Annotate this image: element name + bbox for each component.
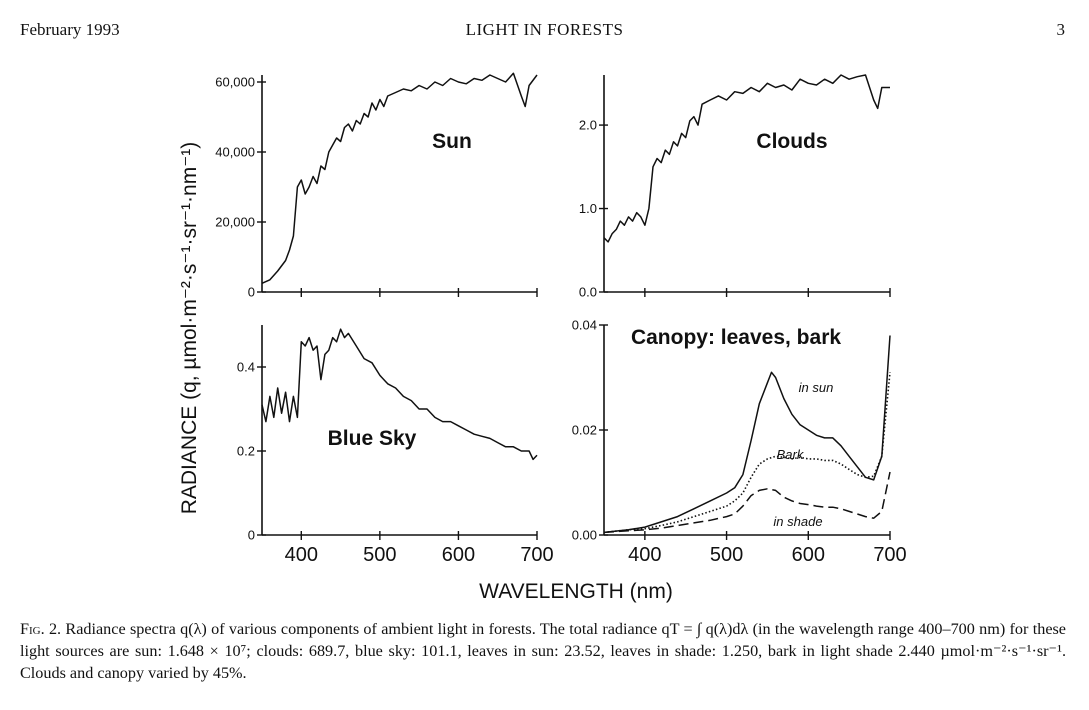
- x-tick-label: 600: [442, 544, 475, 566]
- y-tick-label: 2.0: [579, 118, 597, 133]
- chart-panel-1: 0 20,000 40,000 60,000 Sun: [215, 72, 538, 300]
- panel-title: Sun: [432, 130, 472, 153]
- page-number: 3: [1056, 20, 1066, 39]
- y-tick-label: 60,000: [215, 75, 255, 90]
- panel-title: Canopy: leaves, bark: [631, 326, 841, 349]
- y-tick-label: 0.02: [572, 423, 597, 438]
- figure-2: RADIANCE (q, µmol·m⁻²·s⁻¹·sr⁻¹·nm⁻¹) WAV…: [178, 72, 907, 603]
- y-tick-label: 1.0: [579, 201, 597, 216]
- running-header-date: February 1993: [20, 20, 120, 39]
- y-axis-label: RADIANCE (q, µmol·m⁻²·s⁻¹·sr⁻¹·nm⁻¹): [178, 142, 201, 515]
- chart-panel-3: 0 0.2 0.4 400 500 600 700 Blue Sky: [237, 325, 554, 566]
- y-tick-label: 0: [248, 285, 255, 300]
- y-tick-label: 0: [248, 528, 255, 543]
- x-tick-label: 400: [628, 544, 661, 566]
- series-line-in-sun: [603, 335, 891, 534]
- chart-panel-2: 0.0 1.0 2.0 Clouds: [579, 74, 891, 300]
- chart-panel-4: 0.00 0.02 0.04 400 500 600 700 Canopy: leaves, …: [572, 318, 907, 567]
- y-tick-label: 0.4: [237, 360, 255, 375]
- x-tick-label: 500: [710, 544, 743, 566]
- series-annotation: in shade: [773, 514, 822, 529]
- y-tick-label: 20,000: [215, 215, 255, 230]
- y-tick-label: 0.00: [572, 528, 597, 543]
- x-tick-label: 500: [363, 544, 396, 566]
- x-tick-label: 700: [873, 544, 906, 566]
- series-line-bark: [603, 372, 891, 534]
- panel-title: Clouds: [756, 130, 827, 153]
- series-line-1: [261, 72, 538, 284]
- x-tick-label: 700: [520, 544, 553, 566]
- caption-label: Fig. 2.: [20, 620, 62, 638]
- figure-caption: Fig. 2. Radiance spectra q(λ) of various…: [20, 618, 1066, 684]
- series-line-1: [261, 328, 538, 461]
- x-axis-label: WAVELENGTH (nm): [479, 580, 673, 603]
- y-tick-label: 0.04: [572, 318, 597, 333]
- running-header-title: LIGHT IN FORESTS: [465, 20, 624, 39]
- series-annotation: Bark: [777, 447, 805, 462]
- y-tick-label: 0.0: [579, 285, 597, 300]
- series-line-1: [603, 74, 890, 243]
- caption-text: Radiance spectra q(λ) of various compone…: [20, 620, 1066, 682]
- y-tick-label: 40,000: [215, 145, 255, 160]
- series-line-in-shade: [603, 471, 891, 534]
- x-tick-label: 600: [792, 544, 825, 566]
- x-tick-label: 400: [285, 544, 318, 566]
- series-annotation: in sun: [799, 380, 834, 395]
- panel-title: Blue Sky: [328, 427, 417, 450]
- y-tick-label: 0.2: [237, 444, 255, 459]
